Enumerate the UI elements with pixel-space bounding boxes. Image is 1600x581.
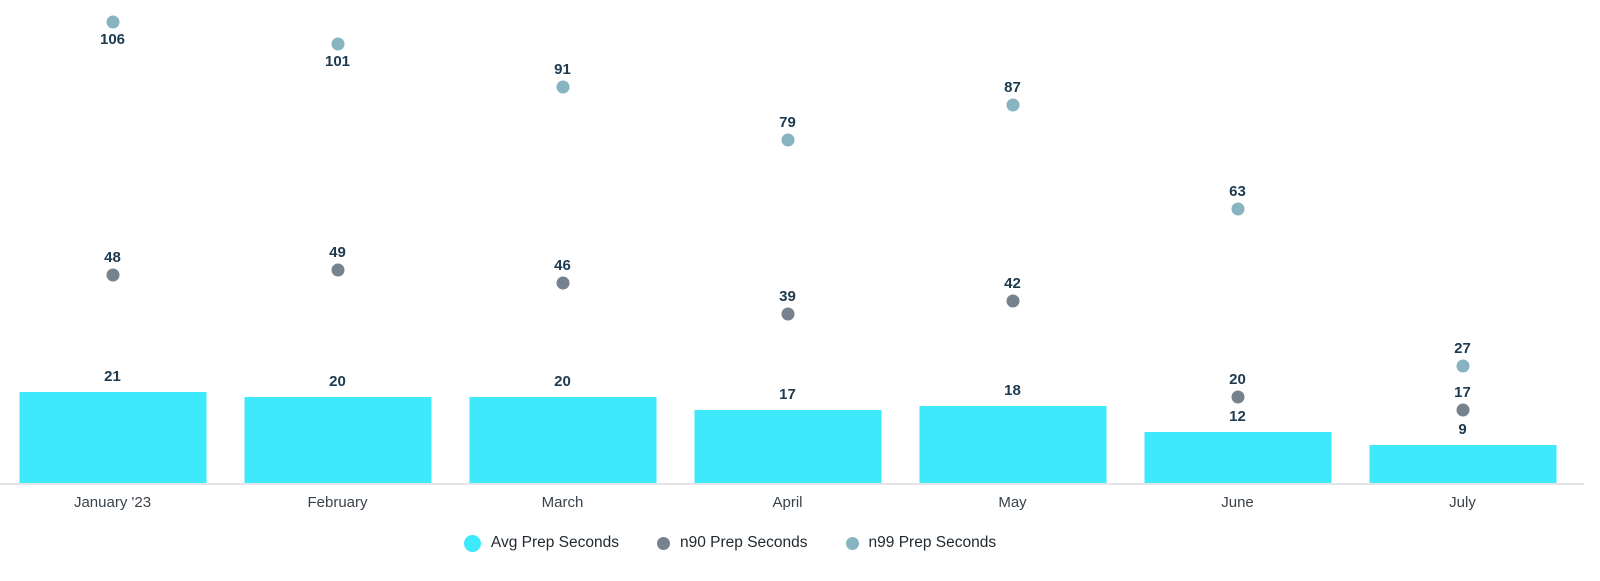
point-n99-prep-seconds-july[interactable] (1456, 359, 1469, 373)
value-annotation-n99-prep-seconds-april: 79 (779, 114, 796, 131)
value-annotation-avg-prep-seconds-july: 9 (1458, 421, 1467, 438)
bar-avg-prep-seconds-january-23[interactable] (19, 392, 206, 484)
plot-area: 21 48 106 20 49 101 20 46 91 17 39 79 18 42 87 12 20 63 9 1… (0, 0, 1575, 484)
point-n90-prep-seconds-may[interactable] (1006, 294, 1019, 308)
point-n90-prep-seconds-february[interactable] (331, 263, 344, 277)
point-n99-prep-seconds-february[interactable] (331, 37, 344, 51)
bar-avg-prep-seconds-march[interactable] (469, 397, 656, 484)
value-annotation-n90-prep-seconds-june: 20 (1229, 371, 1246, 388)
value-annotation-n99-prep-seconds-june: 63 (1229, 183, 1246, 200)
x-axis-label-july: July (1449, 494, 1476, 511)
bar-avg-prep-seconds-july[interactable] (1369, 445, 1556, 484)
x-axis-label-april: April (772, 494, 803, 511)
point-n99-prep-seconds-january-23[interactable] (106, 15, 119, 29)
column-march: 20 46 91 (450, 0, 675, 484)
value-annotation-avg-prep-seconds-june: 12 (1229, 408, 1246, 425)
value-annotation-avg-prep-seconds-may: 18 (1004, 382, 1021, 399)
point-n99-prep-seconds-june[interactable] (1231, 202, 1244, 216)
point-n99-prep-seconds-april[interactable] (781, 133, 794, 147)
point-n90-prep-seconds-april[interactable] (781, 307, 794, 321)
value-annotation-n99-prep-seconds-july: 27 (1454, 340, 1471, 357)
legend-item-n99-prep-seconds[interactable]: n99 Prep Seconds (845, 534, 997, 552)
value-annotation-avg-prep-seconds-march: 20 (554, 373, 571, 390)
x-axis-label-june: June (1221, 494, 1254, 511)
column-april: 17 39 79 (675, 0, 900, 484)
value-annotation-avg-prep-seconds-april: 17 (779, 386, 796, 403)
point-n90-prep-seconds-june[interactable] (1231, 390, 1244, 404)
point-n99-prep-seconds-march[interactable] (556, 80, 569, 94)
value-annotation-n90-prep-seconds-april: 39 (779, 288, 796, 305)
value-annotation-avg-prep-seconds-february: 20 (329, 373, 346, 390)
legend-swatch-n90-prep-seconds-icon (657, 536, 670, 550)
x-axis-label-march: March (541, 494, 584, 511)
value-annotation-n90-prep-seconds-may: 42 (1004, 275, 1021, 292)
legend-label-avg-prep-seconds: Avg Prep Seconds (490, 534, 619, 551)
point-n99-prep-seconds-may[interactable] (1006, 98, 1019, 112)
x-axis-label-february: February (307, 494, 368, 511)
value-annotation-avg-prep-seconds-january-23: 21 (104, 368, 121, 385)
legend: Avg Prep Seconds n90 Prep Seconds n99 Prep… (0, 534, 1460, 552)
column-june: 12 20 63 (1125, 0, 1350, 484)
value-annotation-n99-prep-seconds-may: 87 (1004, 79, 1021, 96)
value-annotation-n99-prep-seconds-january-23: 106 (99, 31, 126, 48)
column-july: 9 17 27 (1350, 0, 1575, 484)
x-axis-labels: January '23 February March April May June July (0, 487, 1575, 515)
value-annotation-n90-prep-seconds-january-23: 48 (104, 249, 121, 266)
value-annotation-n90-prep-seconds-july: 17 (1454, 384, 1471, 401)
legend-swatch-n99-prep-seconds-icon (845, 536, 859, 550)
legend-label-n90-prep-seconds: n90 Prep Seconds (680, 534, 808, 551)
value-annotation-n99-prep-seconds-march: 91 (554, 61, 571, 78)
bar-avg-prep-seconds-february[interactable] (244, 397, 431, 484)
x-axis-baseline (0, 483, 1584, 485)
legend-label-n99-prep-seconds: n99 Prep Seconds (868, 534, 997, 551)
column-february: 20 49 101 (225, 0, 450, 484)
x-axis-label-may: May (998, 494, 1027, 511)
legend-item-avg-prep-seconds[interactable]: Avg Prep Seconds (463, 534, 619, 552)
value-annotation-n90-prep-seconds-march: 46 (554, 257, 571, 274)
column-january-23: 21 48 106 (0, 0, 225, 484)
value-annotation-n99-prep-seconds-february: 101 (324, 53, 351, 70)
legend-item-n90-prep-seconds[interactable]: n90 Prep Seconds (657, 534, 808, 552)
bar-avg-prep-seconds-april[interactable] (694, 410, 881, 484)
point-n90-prep-seconds-july[interactable] (1456, 403, 1469, 417)
point-n90-prep-seconds-march[interactable] (556, 276, 569, 290)
value-annotation-n90-prep-seconds-february: 49 (329, 244, 346, 261)
legend-swatch-avg-prep-seconds-icon (463, 534, 481, 552)
bar-avg-prep-seconds-may[interactable] (919, 406, 1106, 484)
column-may: 18 42 87 (900, 0, 1125, 484)
bar-avg-prep-seconds-june[interactable] (1144, 432, 1331, 484)
x-axis-label-january-23: January '23 (73, 494, 152, 511)
point-n90-prep-seconds-january-23[interactable] (106, 268, 119, 282)
